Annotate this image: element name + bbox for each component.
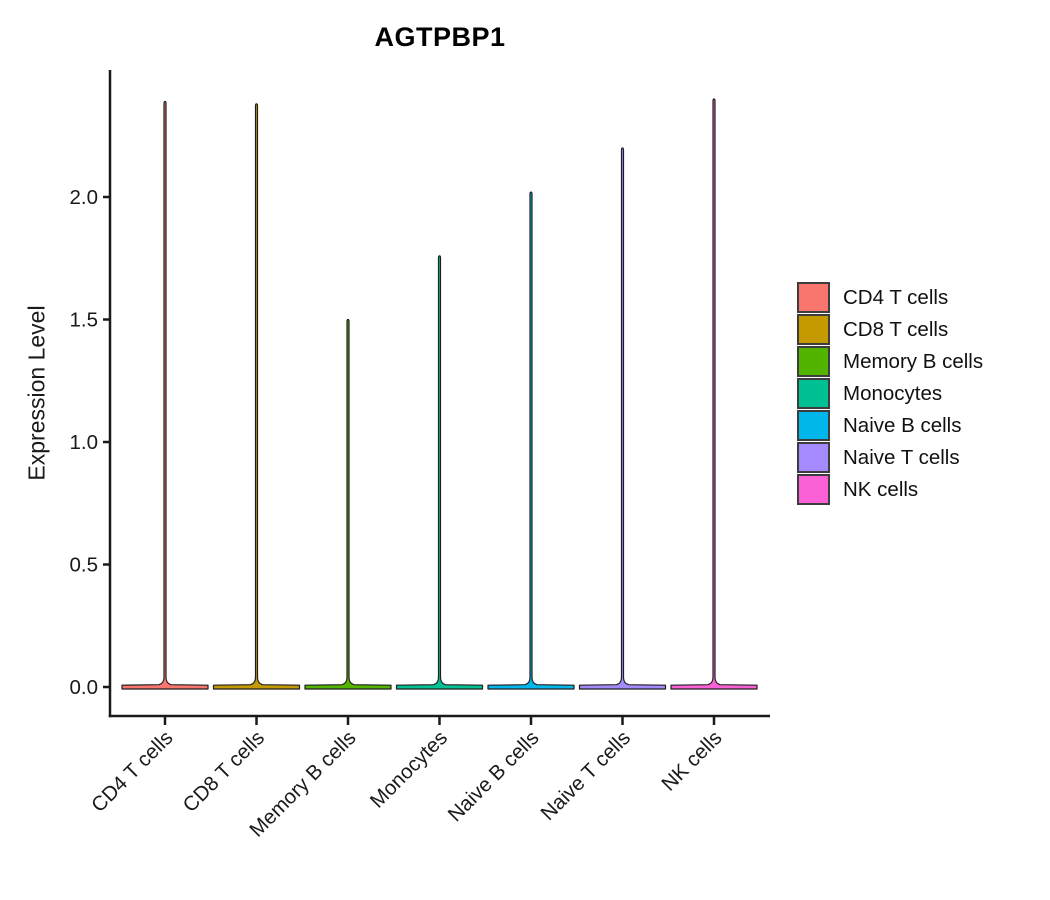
violin-cd4-t-cells	[121, 100, 209, 690]
violin-monocytes	[395, 255, 484, 690]
legend-color-swatch	[797, 378, 830, 409]
legend-label: CD8 T cells	[843, 317, 949, 341]
legend-label: Naive B cells	[843, 413, 962, 437]
legend-label: Monocytes	[843, 381, 943, 405]
violin-nk-cells	[670, 98, 758, 690]
legend-label: Memory B cells	[843, 349, 984, 373]
legend-item-memory-b-cells: Memory B cells	[797, 346, 983, 377]
x-axis-category-label: CD8 T cells	[178, 726, 269, 817]
legend-item-naive-t-cells: Naive T cells	[797, 442, 983, 473]
legend-item-naive-b-cells: Naive B cells	[797, 410, 983, 441]
legend-color-swatch	[797, 410, 830, 441]
y-tick-label: 2.0	[70, 186, 99, 209]
legend-label: Naive T cells	[843, 445, 960, 469]
legend: CD4 T cells CD8 T cells Memory B cells Mono…	[797, 282, 983, 506]
y-tick-label: 1.0	[70, 431, 99, 454]
legend-item-monocytes: Monocytes	[797, 378, 983, 409]
violin-naive-b-cells	[487, 191, 575, 690]
x-axis-category-label: Naive T cells	[536, 726, 635, 825]
x-axis-category-label: Naive B cells	[443, 726, 543, 826]
y-tick-label: 0.0	[70, 676, 99, 699]
legend-color-swatch	[797, 346, 830, 377]
violin-memory-b-cells	[304, 318, 392, 690]
legend-item-cd8-t-cells: CD8 T cells	[797, 314, 983, 345]
x-axis-category-label: CD4 T cells	[87, 726, 178, 817]
x-axis-category-label: Monocytes	[366, 726, 452, 812]
legend-label: NK cells	[843, 477, 919, 501]
violin-naive-t-cells	[578, 147, 667, 690]
legend-item-nk-cells: NK cells	[797, 474, 983, 505]
legend-color-swatch	[797, 282, 830, 313]
legend-color-swatch	[797, 474, 830, 505]
chart-title: AGTPBP1	[374, 22, 506, 52]
y-tick-label: 1.5	[70, 309, 99, 332]
legend-color-swatch	[797, 314, 830, 345]
y-tick-label: 0.5	[70, 554, 99, 577]
legend-item-cd4-t-cells: CD4 T cells	[797, 282, 983, 313]
legend-label: CD4 T cells	[843, 285, 949, 309]
x-axis-category-label: NK cells	[657, 726, 726, 795]
violin-cd8-t-cells	[212, 103, 301, 690]
legend-color-swatch	[797, 442, 830, 473]
